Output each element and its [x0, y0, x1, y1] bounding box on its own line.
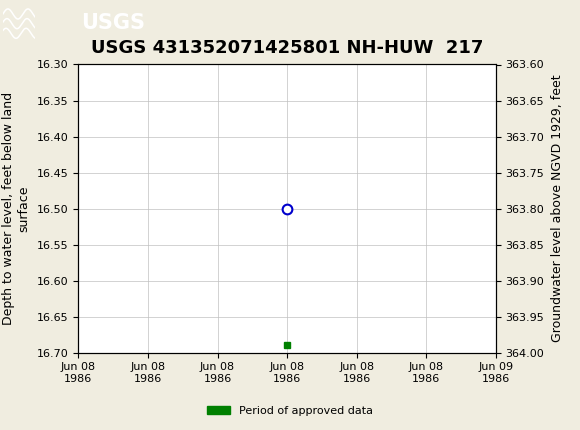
Text: USGS: USGS: [81, 12, 145, 33]
Legend: Period of approved data: Period of approved data: [203, 401, 377, 420]
Y-axis label: Groundwater level above NGVD 1929, feet: Groundwater level above NGVD 1929, feet: [552, 75, 564, 342]
Y-axis label: Depth to water level, feet below land
surface: Depth to water level, feet below land su…: [2, 92, 30, 325]
Title: USGS 431352071425801 NH-HUW  217: USGS 431352071425801 NH-HUW 217: [91, 40, 483, 57]
